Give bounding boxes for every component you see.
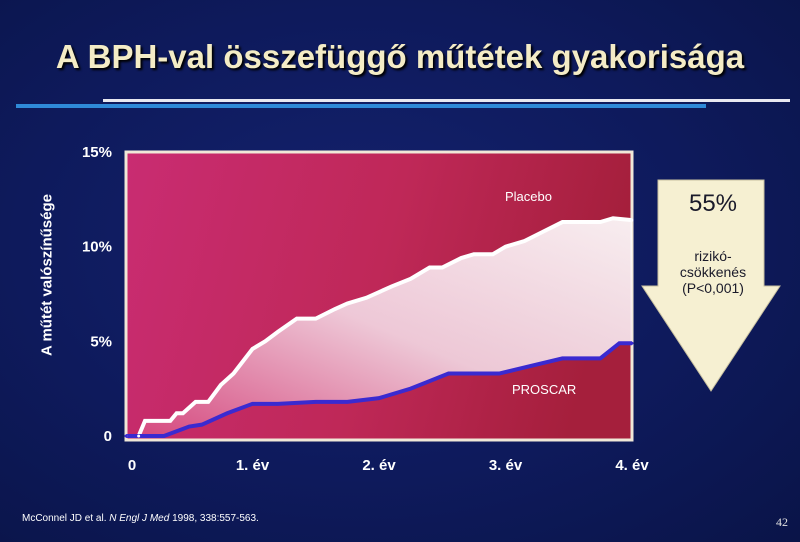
citation-journal: N Engl J Med	[109, 513, 170, 524]
data-point-proscar	[617, 341, 621, 345]
data-point-placebo	[168, 419, 172, 423]
y-tick-label: 5%	[90, 333, 112, 350]
data-point-placebo	[276, 330, 280, 334]
data-point-placebo	[143, 419, 147, 423]
data-point-proscar	[630, 341, 634, 345]
data-point-placebo	[181, 411, 185, 415]
data-point-proscar	[497, 372, 501, 376]
data-point-placebo	[611, 216, 615, 220]
data-point-proscar	[124, 434, 128, 438]
title-underline-white	[103, 99, 790, 102]
data-point-placebo	[295, 317, 299, 321]
x-tick-label: 0	[128, 457, 136, 474]
data-point-proscar	[276, 402, 280, 406]
data-point-placebo	[251, 347, 254, 351]
data-point-placebo	[440, 265, 444, 269]
data-point-placebo	[428, 265, 432, 269]
data-point-proscar	[466, 372, 470, 376]
citation-details: 1998, 338:557-563.	[172, 513, 259, 524]
series-label-placebo: Placebo	[505, 189, 552, 204]
data-point-placebo	[472, 252, 476, 256]
data-point-proscar	[225, 411, 229, 415]
data-point-placebo	[491, 252, 495, 256]
x-tick-label: 3. év	[489, 457, 523, 474]
data-point-placebo	[175, 411, 179, 415]
data-point-proscar	[377, 396, 381, 400]
data-point-proscar	[187, 425, 191, 429]
data-point-proscar	[345, 400, 349, 404]
data-point-placebo	[504, 245, 507, 249]
data-point-proscar	[579, 356, 583, 360]
data-point-placebo	[345, 301, 349, 305]
data-point-proscar	[251, 402, 254, 406]
series-line-proscar	[126, 341, 632, 438]
data-point-proscar	[162, 434, 166, 438]
x-tick-label: 4. év	[615, 457, 649, 474]
between-series-band	[126, 218, 632, 436]
data-point-placebo	[541, 230, 545, 234]
y-tick-label: 0	[104, 428, 112, 445]
data-point-placebo	[206, 400, 210, 404]
data-point-placebo	[333, 307, 337, 311]
y-tick-label: 15%	[82, 144, 112, 161]
data-point-placebo	[390, 284, 394, 288]
risk-reduction-label: rizikó- csökkenés (P<0,001)	[679, 248, 747, 296]
data-point-placebo	[263, 339, 267, 343]
page-number: 42	[776, 515, 788, 529]
data-point-proscar	[447, 372, 451, 376]
data-point-proscar	[529, 364, 533, 368]
data-point-placebo	[459, 256, 463, 260]
data-point-placebo	[364, 296, 368, 300]
series-label-proscar: PROSCAR	[512, 382, 576, 397]
data-point-placebo	[522, 239, 526, 243]
y-tick-label: 10%	[82, 239, 112, 256]
data-point-proscar	[314, 400, 318, 404]
data-point-placebo	[232, 372, 236, 376]
citation: McConnel JD et al. N Engl J Med 1998, 33…	[22, 513, 259, 524]
citation-authors: McConnel JD et al.	[22, 513, 107, 524]
data-point-placebo	[409, 277, 413, 281]
data-point-placebo	[314, 317, 318, 321]
data-point-proscar	[409, 387, 413, 391]
data-point-placebo	[137, 434, 141, 438]
x-tick-label: 1. év	[236, 457, 270, 474]
x-tick-label: 2. év	[362, 457, 396, 474]
title-underline-blue	[16, 104, 706, 108]
data-point-placebo	[579, 220, 583, 224]
slide-title: A BPH-val összefüggő műtétek gyakorisága	[55, 38, 745, 75]
data-point-proscar	[200, 423, 204, 427]
data-point-placebo	[194, 400, 198, 404]
data-point-proscar	[598, 356, 602, 360]
data-point-placebo	[560, 220, 564, 224]
data-point-placebo	[598, 220, 602, 224]
data-point-placebo	[219, 383, 223, 387]
data-point-proscar	[560, 356, 564, 360]
risk-reduction-percent: 55%	[688, 190, 738, 217]
data-point-placebo	[630, 218, 634, 222]
